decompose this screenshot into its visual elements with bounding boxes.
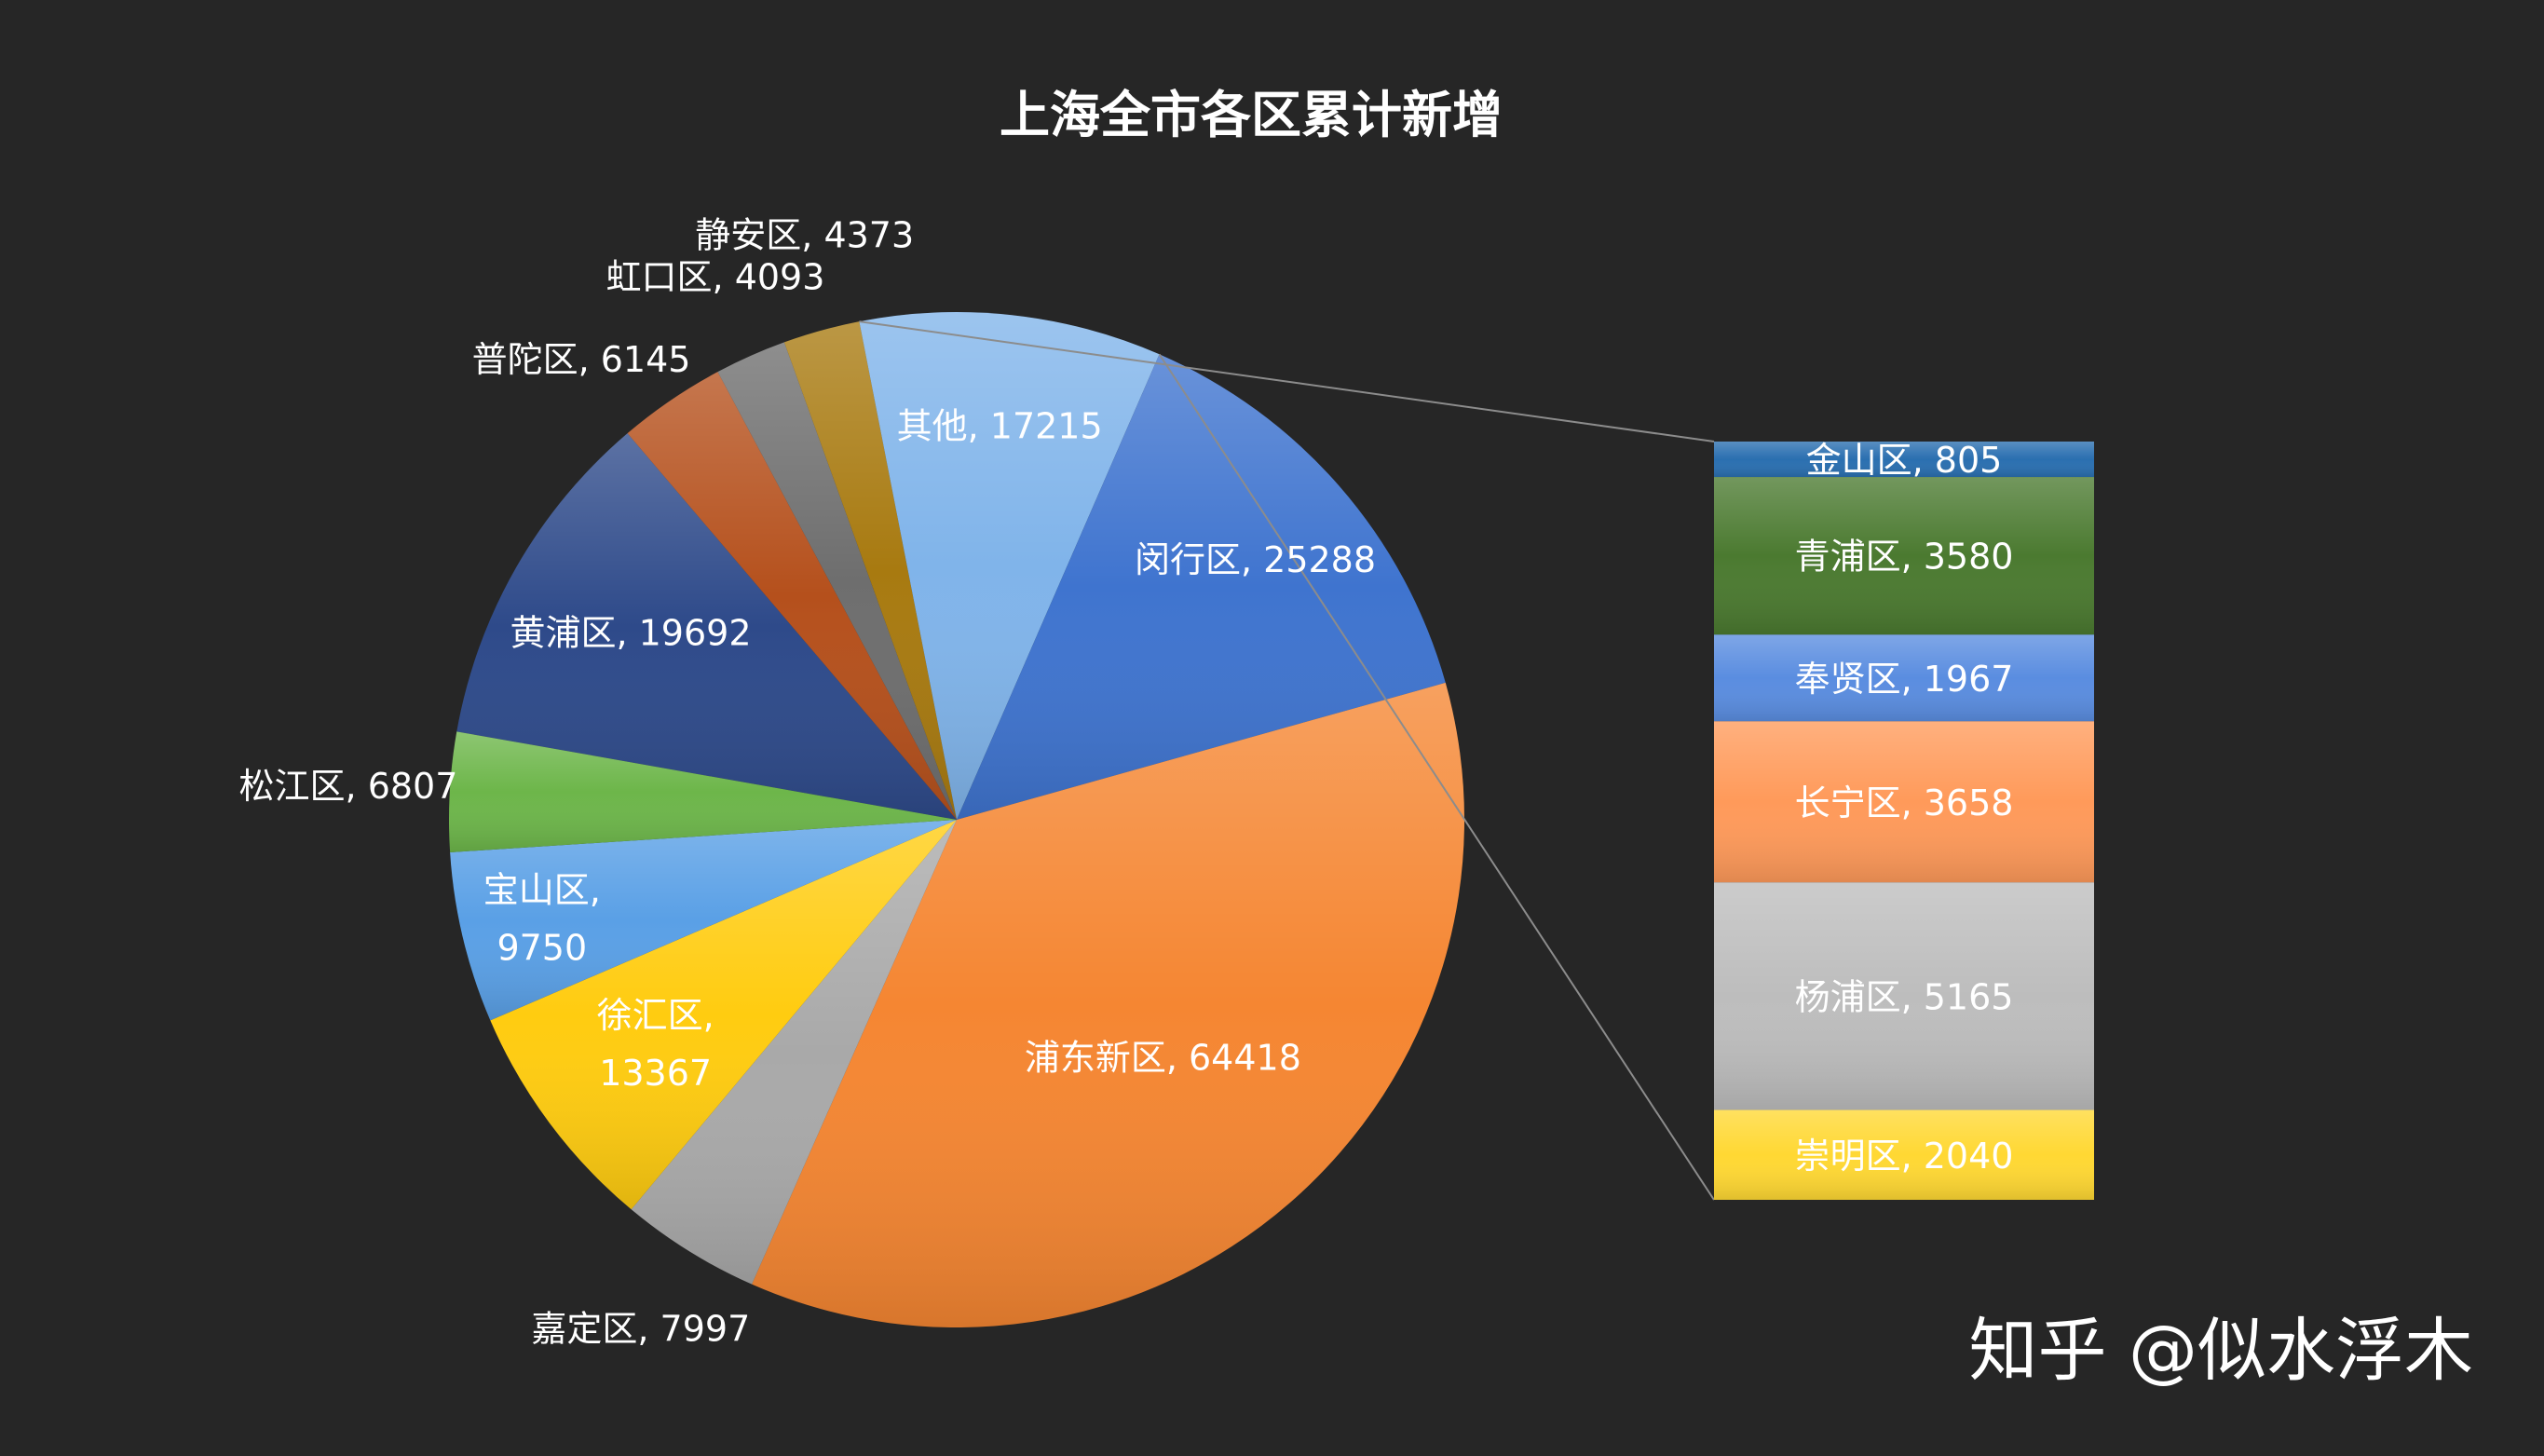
connector-line [1158, 353, 1715, 1201]
bar-label-崇明区: 崇明区, 2040 [1795, 1136, 2014, 1177]
pie-slice-gloss [717, 342, 957, 820]
bar-segment-gloss [1714, 634, 2094, 722]
watermark-text: 知乎 @似水浮木 [1968, 1311, 2473, 1391]
pie-slice-gloss [450, 820, 957, 1021]
pie-label-徐汇区: 徐汇区, 13367 [597, 995, 714, 1094]
pie-slice-gloss [859, 311, 1160, 820]
connector-line [859, 320, 1715, 442]
pie-label-嘉定区: 嘉定区, 7997 [531, 1308, 750, 1349]
pie-label-普陀区: 普陀区, 6145 [472, 339, 691, 380]
pie-slice-gloss [631, 820, 957, 1285]
pie-label-静安区: 静安区, 4373 [695, 214, 914, 255]
pie-slice-gloss [783, 321, 957, 820]
pie-label-松江区: 松江区, 6807 [239, 766, 458, 807]
secondary-bar-group: 金山区, 805 青浦区, 3580 奉贤区, 1967 长宁区, 3658 杨浦区, … [1714, 440, 2094, 1200]
pie-slice-gloss [627, 372, 957, 820]
pie-label-闵行区: 闵行区, 25288 [1135, 539, 1376, 580]
pie-label-line: 9750 [497, 928, 587, 969]
bar-label-杨浦区: 杨浦区, 5165 [1795, 976, 2014, 1017]
pie-label-line: 宝山区, [483, 870, 601, 911]
bar-segment-gloss [1714, 721, 2094, 883]
pie-slice-gloss [449, 731, 958, 852]
bar-segment-gloss [1714, 477, 2094, 635]
pie-label-line: 徐汇区, [597, 995, 714, 1036]
connector-lines [859, 320, 1715, 1201]
pie-slice-gloss [456, 433, 957, 820]
pie-slice-gloss [752, 682, 1464, 1327]
bar-label-长宁区: 长宁区, 3658 [1795, 782, 2014, 823]
pie-label-其他: 其他, 17215 [897, 405, 1103, 446]
bar-label-奉贤区: 奉贤区, 1967 [1795, 659, 2014, 700]
pie-group [449, 311, 1464, 1327]
pie-label-line: 13367 [599, 1053, 712, 1094]
bar-label-金山区: 金山区, 805 [1806, 440, 2003, 481]
bar-segment-gloss [1714, 442, 2094, 478]
bar-segment-gloss [1714, 1109, 2094, 1200]
pie-label-浦东新区: 浦东新区, 64418 [1025, 1037, 1301, 1078]
pie-slice-gloss [957, 354, 1446, 820]
bar-segment-gloss [1714, 882, 2094, 1110]
chart-title: 上海全市各区累计新增 [1000, 86, 1503, 144]
pie-label-宝山区: 宝山区, 9750 [483, 870, 601, 969]
pie-label-虹口区: 虹口区, 4093 [606, 256, 825, 297]
pie-label-黄浦区: 黄浦区, 19692 [510, 613, 751, 654]
bar-label-青浦区: 青浦区, 3580 [1795, 537, 2014, 578]
pie-slice-gloss [490, 820, 957, 1210]
